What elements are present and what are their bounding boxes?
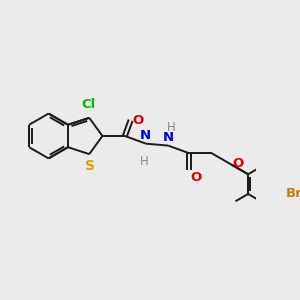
Text: Cl: Cl (81, 98, 95, 111)
Text: H: H (167, 122, 176, 134)
Text: N: N (163, 130, 174, 144)
Text: O: O (190, 171, 202, 184)
Text: Br: Br (285, 188, 300, 200)
Text: O: O (232, 157, 244, 170)
Text: O: O (133, 114, 144, 127)
Text: N: N (140, 129, 151, 142)
Text: S: S (85, 159, 95, 173)
Text: H: H (140, 155, 149, 168)
